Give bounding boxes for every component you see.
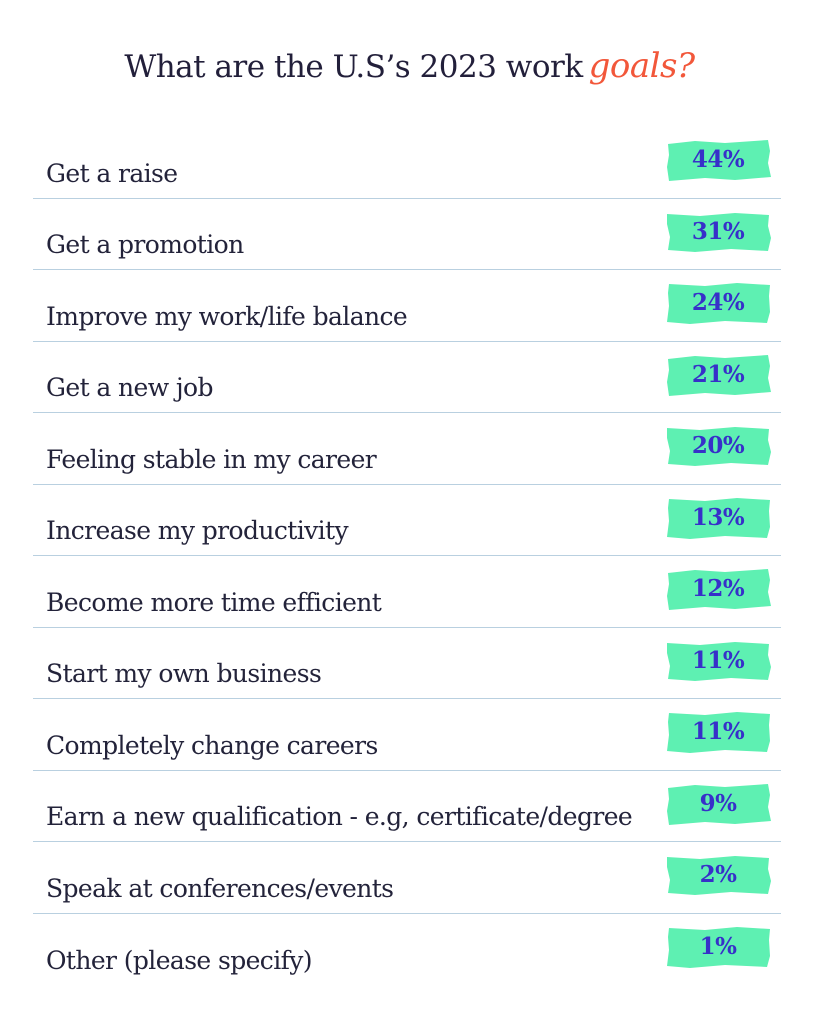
badge-fill (667, 354, 771, 396)
table-row: Improve my work/life balance 24% (33, 270, 781, 342)
table-row: Speak at conferences/events 2% (33, 842, 781, 914)
percent-value: 12% (691, 575, 745, 602)
table-row: Earn a new qualification - e.g, certific… (33, 771, 781, 842)
badge-brush-shape (667, 926, 770, 968)
table-row: Get a new job 21% (33, 342, 781, 413)
percent-value: 9% (699, 789, 737, 817)
badge-fill (667, 140, 771, 181)
percent-badge: 31% (665, 211, 771, 253)
percent-badge: 9% (665, 783, 771, 825)
percent-badge: 11% (665, 640, 771, 682)
percent-badge: 44% (665, 139, 771, 181)
percent-value: 21% (691, 360, 745, 388)
badge-brush-shape (667, 856, 771, 895)
goal-label: Speak at conferences/events (46, 873, 394, 903)
table-row: Feeling stable in my career 20% (33, 413, 781, 485)
percent-value: 1% (699, 932, 737, 960)
badge-brush-shape (667, 427, 771, 466)
percent-value: 2% (699, 861, 737, 888)
badge-fill (667, 497, 770, 539)
chart-title-main: What are the U.S’s 2023 work (124, 49, 583, 85)
percent-value: 20% (691, 432, 745, 459)
goal-label: Become more time efficient (46, 587, 382, 617)
percent-badge: 21% (665, 354, 771, 396)
percent-badge: 12% (665, 568, 771, 610)
table-row: Become more time efficient 12% (33, 556, 781, 628)
goals-table: Get a raise 44% Get a promotion 31% Improve … (33, 127, 781, 985)
badge-fill (667, 641, 771, 681)
badge-brush-shape (667, 569, 771, 610)
goal-label: Get a promotion (46, 230, 244, 259)
table-row: Increase my productivity 13% (33, 485, 781, 556)
badge-brush-shape (667, 712, 770, 753)
goal-label: Get a new job (46, 373, 213, 402)
table-row: Other (please specify) 1% (33, 914, 781, 986)
goal-label: Earn a new qualification - e.g, certific… (46, 802, 633, 831)
badge-fill (667, 856, 771, 895)
badge-fill (667, 926, 770, 968)
goal-label: Completely change careers (46, 730, 378, 760)
badge-fill (667, 212, 771, 252)
badge-brush-shape (667, 212, 771, 252)
percent-badge: 1% (665, 926, 771, 968)
percent-value: 44% (691, 146, 745, 173)
badge-brush-shape (667, 783, 771, 825)
percent-value: 11% (691, 718, 745, 745)
chart-title-accent: goals? (588, 46, 696, 86)
percent-badge: 13% (665, 497, 771, 539)
percent-badge: 2% (665, 854, 771, 896)
table-row: Completely change careers 11% (33, 699, 781, 771)
badge-fill (667, 427, 771, 466)
chart-title: What are the U.S’s 2023 work goals? (0, 46, 819, 86)
table-row: Get a promotion 31% (33, 199, 781, 270)
percent-value: 31% (691, 217, 745, 245)
badge-brush-shape (667, 354, 771, 396)
table-row: Get a raise 44% (33, 127, 781, 199)
goal-label: Increase my productivity (46, 516, 349, 545)
badge-brush-shape (667, 140, 771, 181)
goal-label: Get a raise (46, 158, 178, 188)
goal-label: Other (please specify) (46, 946, 313, 975)
percent-badge: 11% (665, 711, 771, 753)
percent-value: 11% (691, 646, 745, 674)
table-row: Start my own business 11% (33, 628, 781, 699)
percent-badge: 20% (665, 425, 771, 467)
percent-value: 24% (691, 289, 745, 316)
badge-brush-shape (667, 283, 770, 324)
goal-label: Start my own business (46, 659, 322, 688)
goal-label: Feeling stable in my career (46, 444, 377, 474)
badge-fill (667, 712, 770, 753)
percent-value: 13% (691, 503, 745, 531)
goal-label: Improve my work/life balance (46, 301, 408, 331)
percent-badge: 24% (665, 282, 771, 324)
badge-brush-shape (667, 641, 771, 681)
badge-brush-shape (667, 497, 770, 539)
badge-fill (667, 783, 771, 825)
badge-fill (667, 569, 771, 610)
badge-fill (667, 283, 770, 324)
